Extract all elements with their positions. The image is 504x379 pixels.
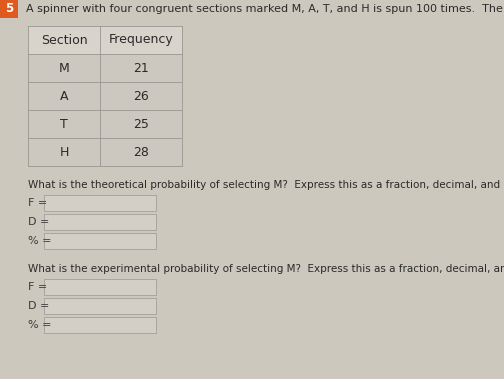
Text: 26: 26 [133,89,149,102]
FancyBboxPatch shape [28,110,100,138]
FancyBboxPatch shape [100,54,182,82]
Text: A spinner with four congruent sections marked M, A, T, and H is spun 100 times. : A spinner with four congruent sections m… [26,4,504,14]
FancyBboxPatch shape [44,195,156,210]
Text: 21: 21 [133,61,149,75]
FancyBboxPatch shape [100,82,182,110]
FancyBboxPatch shape [100,110,182,138]
Text: % =: % = [28,236,51,246]
Text: What is the theoretical probability of selecting M?  Express this as a fraction,: What is the theoretical probability of s… [28,180,504,190]
FancyBboxPatch shape [44,317,156,332]
Text: T: T [60,117,68,130]
FancyBboxPatch shape [28,54,100,82]
FancyBboxPatch shape [100,138,182,166]
Text: What is the experimental probability of selecting M?  Express this as a fraction: What is the experimental probability of … [28,264,504,274]
FancyBboxPatch shape [44,279,156,294]
Text: M: M [58,61,70,75]
Text: F =: F = [28,282,47,292]
FancyBboxPatch shape [44,233,156,249]
Text: D =: D = [28,217,49,227]
FancyBboxPatch shape [44,214,156,230]
FancyBboxPatch shape [28,82,100,110]
Text: H: H [59,146,69,158]
Text: 5: 5 [5,3,13,16]
Text: A: A [60,89,68,102]
FancyBboxPatch shape [100,26,182,54]
FancyBboxPatch shape [28,138,100,166]
FancyBboxPatch shape [0,0,18,18]
Text: F =: F = [28,198,47,208]
Text: Frequency: Frequency [109,33,173,47]
Text: 28: 28 [133,146,149,158]
Text: D =: D = [28,301,49,311]
Text: Section: Section [41,33,87,47]
FancyBboxPatch shape [28,26,100,54]
Text: 25: 25 [133,117,149,130]
FancyBboxPatch shape [44,298,156,313]
Text: % =: % = [28,320,51,330]
